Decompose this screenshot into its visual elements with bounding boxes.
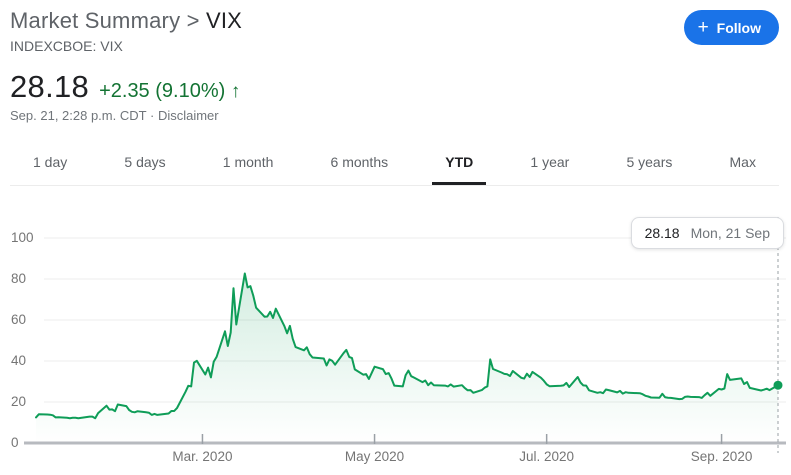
plus-icon: + <box>697 17 709 38</box>
quote-timestamp: Sep. 21, 2:28 p.m. CDT <box>10 108 147 123</box>
chart-tooltip: 28.18 Mon, 21 Sep <box>630 217 784 249</box>
page-title: Market Summary > VIX <box>10 6 242 36</box>
follow-button-label: Follow <box>716 19 761 36</box>
tab-6-months[interactable]: 6 months <box>318 140 402 185</box>
tab-5-years[interactable]: 5 years <box>613 140 685 185</box>
y-axis-label-40: 40 <box>11 353 27 368</box>
chart-canvas[interactable] <box>0 195 791 475</box>
tab-ytd[interactable]: YTD <box>432 140 487 185</box>
up-arrow-icon: ↑ <box>230 81 241 102</box>
x-axis-label: May 2020 <box>344 449 405 464</box>
header: Market Summary > VIX INDEXCBOE: VIX + Fo… <box>10 6 779 56</box>
breadcrumb-market-summary[interactable]: Market Summary > <box>10 8 206 33</box>
title-symbol: VIX <box>205 8 243 33</box>
tooltip-date: Mon, 21 Sep <box>690 225 770 241</box>
y-axis-label-20: 20 <box>11 394 27 409</box>
disclaimer-link[interactable]: Disclaimer <box>157 108 219 123</box>
price-change: +2.35 (9.10%) ↑ <box>99 80 240 103</box>
ticker-subtitle: INDEXCBOE: VIX <box>10 38 123 54</box>
x-axis-label: Sep. 2020 <box>690 449 753 464</box>
y-axis-label-100: 100 <box>11 230 34 245</box>
follow-button[interactable]: + Follow <box>683 10 779 45</box>
x-axis-label: Jul. 2020 <box>519 449 575 464</box>
current-value-dot <box>773 380 783 390</box>
tab-5-days[interactable]: 5 days <box>111 140 178 185</box>
x-axis-label: Mar. 2020 <box>172 449 233 464</box>
tab-1-day[interactable]: 1 day <box>20 140 80 185</box>
vix-line-series <box>35 272 779 420</box>
price-change-value: +2.35 (9.10%) <box>99 80 226 102</box>
price-row: 28.18 +2.35 (9.10%) ↑ <box>10 69 779 105</box>
y-axis-label-80: 80 <box>11 271 27 286</box>
vix-price-chart[interactable]: 0 20 40 60 80 100 Mar. 2020 May 2020 Jul. 2020 Se… <box>0 195 791 475</box>
range-tabs: 1 day 5 days 1 month 6 months YTD 1 year… <box>10 140 779 186</box>
y-axis-label-0: 0 <box>11 435 19 450</box>
current-price: 28.18 <box>10 69 90 104</box>
dot-separator: · <box>149 108 155 123</box>
title-block: Market Summary > VIX INDEXCBOE: VIX <box>10 6 242 56</box>
tooltip-value: 28.18 <box>644 225 680 241</box>
tab-1-year[interactable]: 1 year <box>517 140 582 185</box>
tab-1-month[interactable]: 1 month <box>210 140 287 185</box>
x-axis-ticks <box>201 434 723 444</box>
tab-max[interactable]: Max <box>717 140 769 185</box>
quote-timestamp-row: Sep. 21, 2:28 p.m. CDT · Disclaimer <box>10 108 779 123</box>
area-fill <box>36 273 778 443</box>
y-axis-label-60: 60 <box>11 312 27 327</box>
